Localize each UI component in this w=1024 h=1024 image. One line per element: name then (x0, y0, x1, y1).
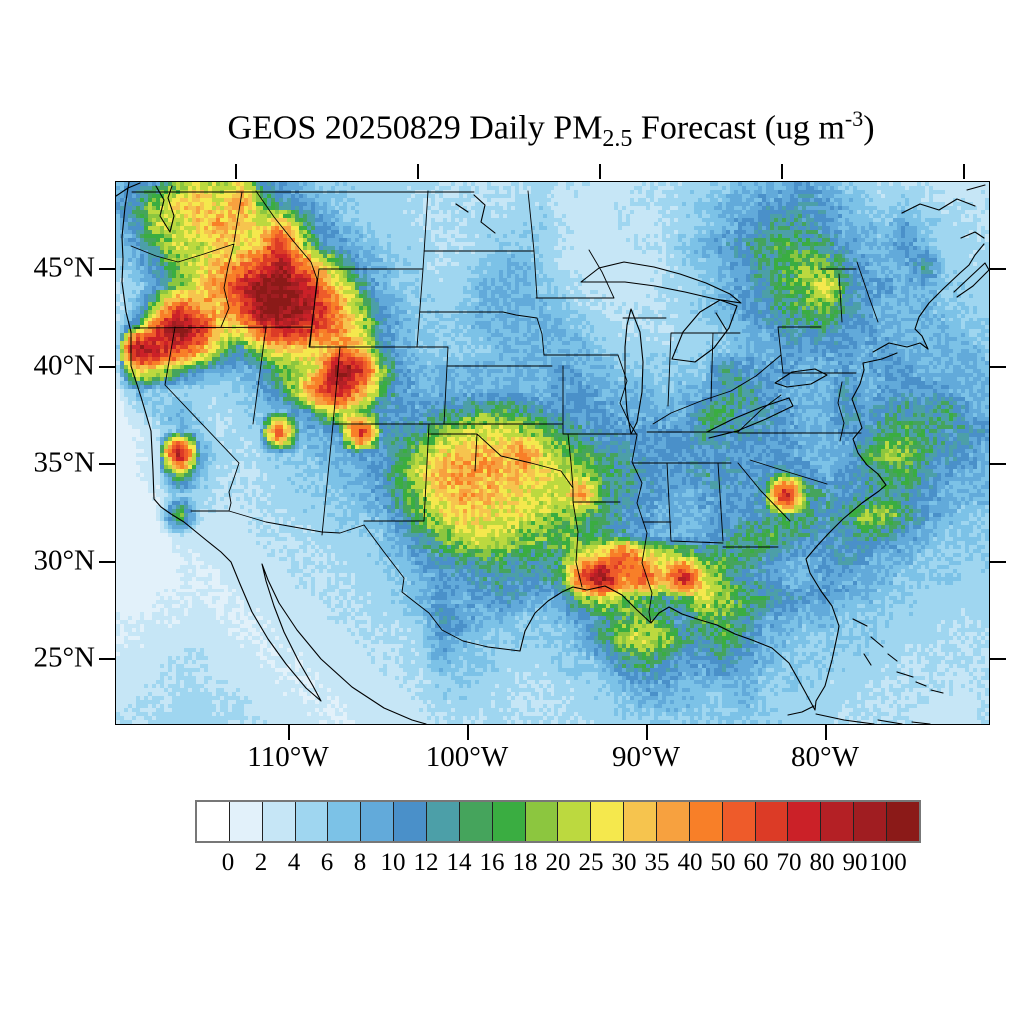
colorbar-tick-label: 10 (380, 849, 406, 876)
colorbar-cell (886, 802, 919, 841)
colorbar-tick-label: 25 (578, 849, 604, 876)
lat-tick-right (990, 463, 1006, 465)
colorbar-cell (360, 802, 394, 841)
colorbar-tick-label: 30 (611, 849, 637, 876)
lat-tick-right (990, 268, 1006, 270)
colorbar-cell (688, 802, 722, 841)
lon-tick-label: 100°W (425, 741, 509, 773)
lat-tick-label: 35°N (33, 446, 95, 479)
colorbar-tick-label: 6 (320, 849, 334, 876)
lon-tick-label: 80°W (791, 741, 859, 773)
lon-tick-top (599, 164, 601, 179)
colorbar-cell (393, 802, 427, 841)
state-borders-path (130, 190, 879, 652)
colorbar-cell (820, 802, 854, 841)
lon-tick-bottom (288, 725, 290, 740)
lon-tick-bottom (825, 725, 827, 740)
pm25-map (115, 181, 990, 725)
lon-tick-top (781, 164, 783, 179)
lat-tick-left (99, 561, 115, 563)
colorbar-tick-label: 2 (254, 849, 268, 876)
colorbar-cell (197, 802, 229, 841)
lon-tick-top (235, 164, 237, 179)
colorbar-tick-label: 35 (644, 849, 670, 876)
colorbar-tick-label: 40 (677, 849, 703, 876)
colorbar-tick-label: 60 (743, 849, 769, 876)
lat-tick-label: 40°N (33, 349, 95, 382)
colorbar (195, 800, 921, 843)
colorbar-cell (228, 802, 262, 841)
colorbar-cell (491, 802, 525, 841)
title-suffix: ) (863, 109, 875, 147)
geography-overlay (116, 182, 989, 724)
colorbar-cell (524, 802, 558, 841)
title-prefix: GEOS 20250829 Daily PM (227, 109, 603, 147)
colorbar-tick-label: 14 (446, 849, 472, 876)
colorbar-cell (787, 802, 821, 841)
title-middle: Forecast (ug m (632, 109, 845, 147)
colorbar-tick-label: 80 (809, 849, 835, 876)
colorbar-cell (458, 802, 492, 841)
lon-tick-label: 110°W (247, 741, 329, 773)
title-subscript: 2.5 (602, 126, 633, 153)
lat-tick-left (99, 366, 115, 368)
lon-tick-top (417, 164, 419, 179)
colorbar-cell (261, 802, 295, 841)
colorbar-tick-label: 8 (353, 849, 367, 876)
colorbar-tick-label: 16 (479, 849, 505, 876)
lat-tick-left (99, 658, 115, 660)
colorbar-tick-label: 90 (842, 849, 868, 876)
colorbar-cell (557, 802, 591, 841)
colorbar-cell (590, 802, 624, 841)
colorbar-tick-label: 18 (512, 849, 538, 876)
colorbar-cell (721, 802, 755, 841)
lat-tick-right (990, 561, 1006, 563)
lat-tick-right (990, 658, 1006, 660)
lon-tick-top (963, 164, 965, 179)
lakes-path (455, 194, 828, 439)
lat-tick-label: 45°N (33, 251, 95, 284)
lon-tick-label: 90°W (612, 741, 680, 773)
colorbar-tick-label: 50 (710, 849, 736, 876)
colorbar-cell (327, 802, 361, 841)
colorbar-tick-label: 4 (287, 849, 301, 876)
lat-tick-left (99, 463, 115, 465)
lat-tick-label: 30°N (33, 544, 95, 577)
coastline-path (116, 182, 989, 724)
chart-title: GEOS 20250829 Daily PM2.5 Forecast (ug m… (227, 106, 874, 153)
colorbar-cell (294, 802, 328, 841)
colorbar-tick-label: 12 (413, 849, 439, 876)
colorbar-tick-label: 70 (776, 849, 802, 876)
title-superscript: -3 (844, 106, 864, 131)
lon-tick-bottom (467, 725, 469, 740)
lon-tick-bottom (646, 725, 648, 740)
colorbar-tick-label: 100 (869, 849, 907, 876)
colorbar-cell (623, 802, 657, 841)
lat-tick-label: 25°N (33, 641, 95, 674)
colorbar-cell (426, 802, 459, 841)
colorbar-tick-label: 20 (545, 849, 571, 876)
colorbar-cell (853, 802, 887, 841)
heatmap-canvas (116, 182, 989, 724)
lat-tick-left (99, 268, 115, 270)
lat-tick-right (990, 366, 1006, 368)
colorbar-tick-label: 0 (221, 849, 235, 876)
colorbar-cell (754, 802, 788, 841)
colorbar-cell (656, 802, 689, 841)
